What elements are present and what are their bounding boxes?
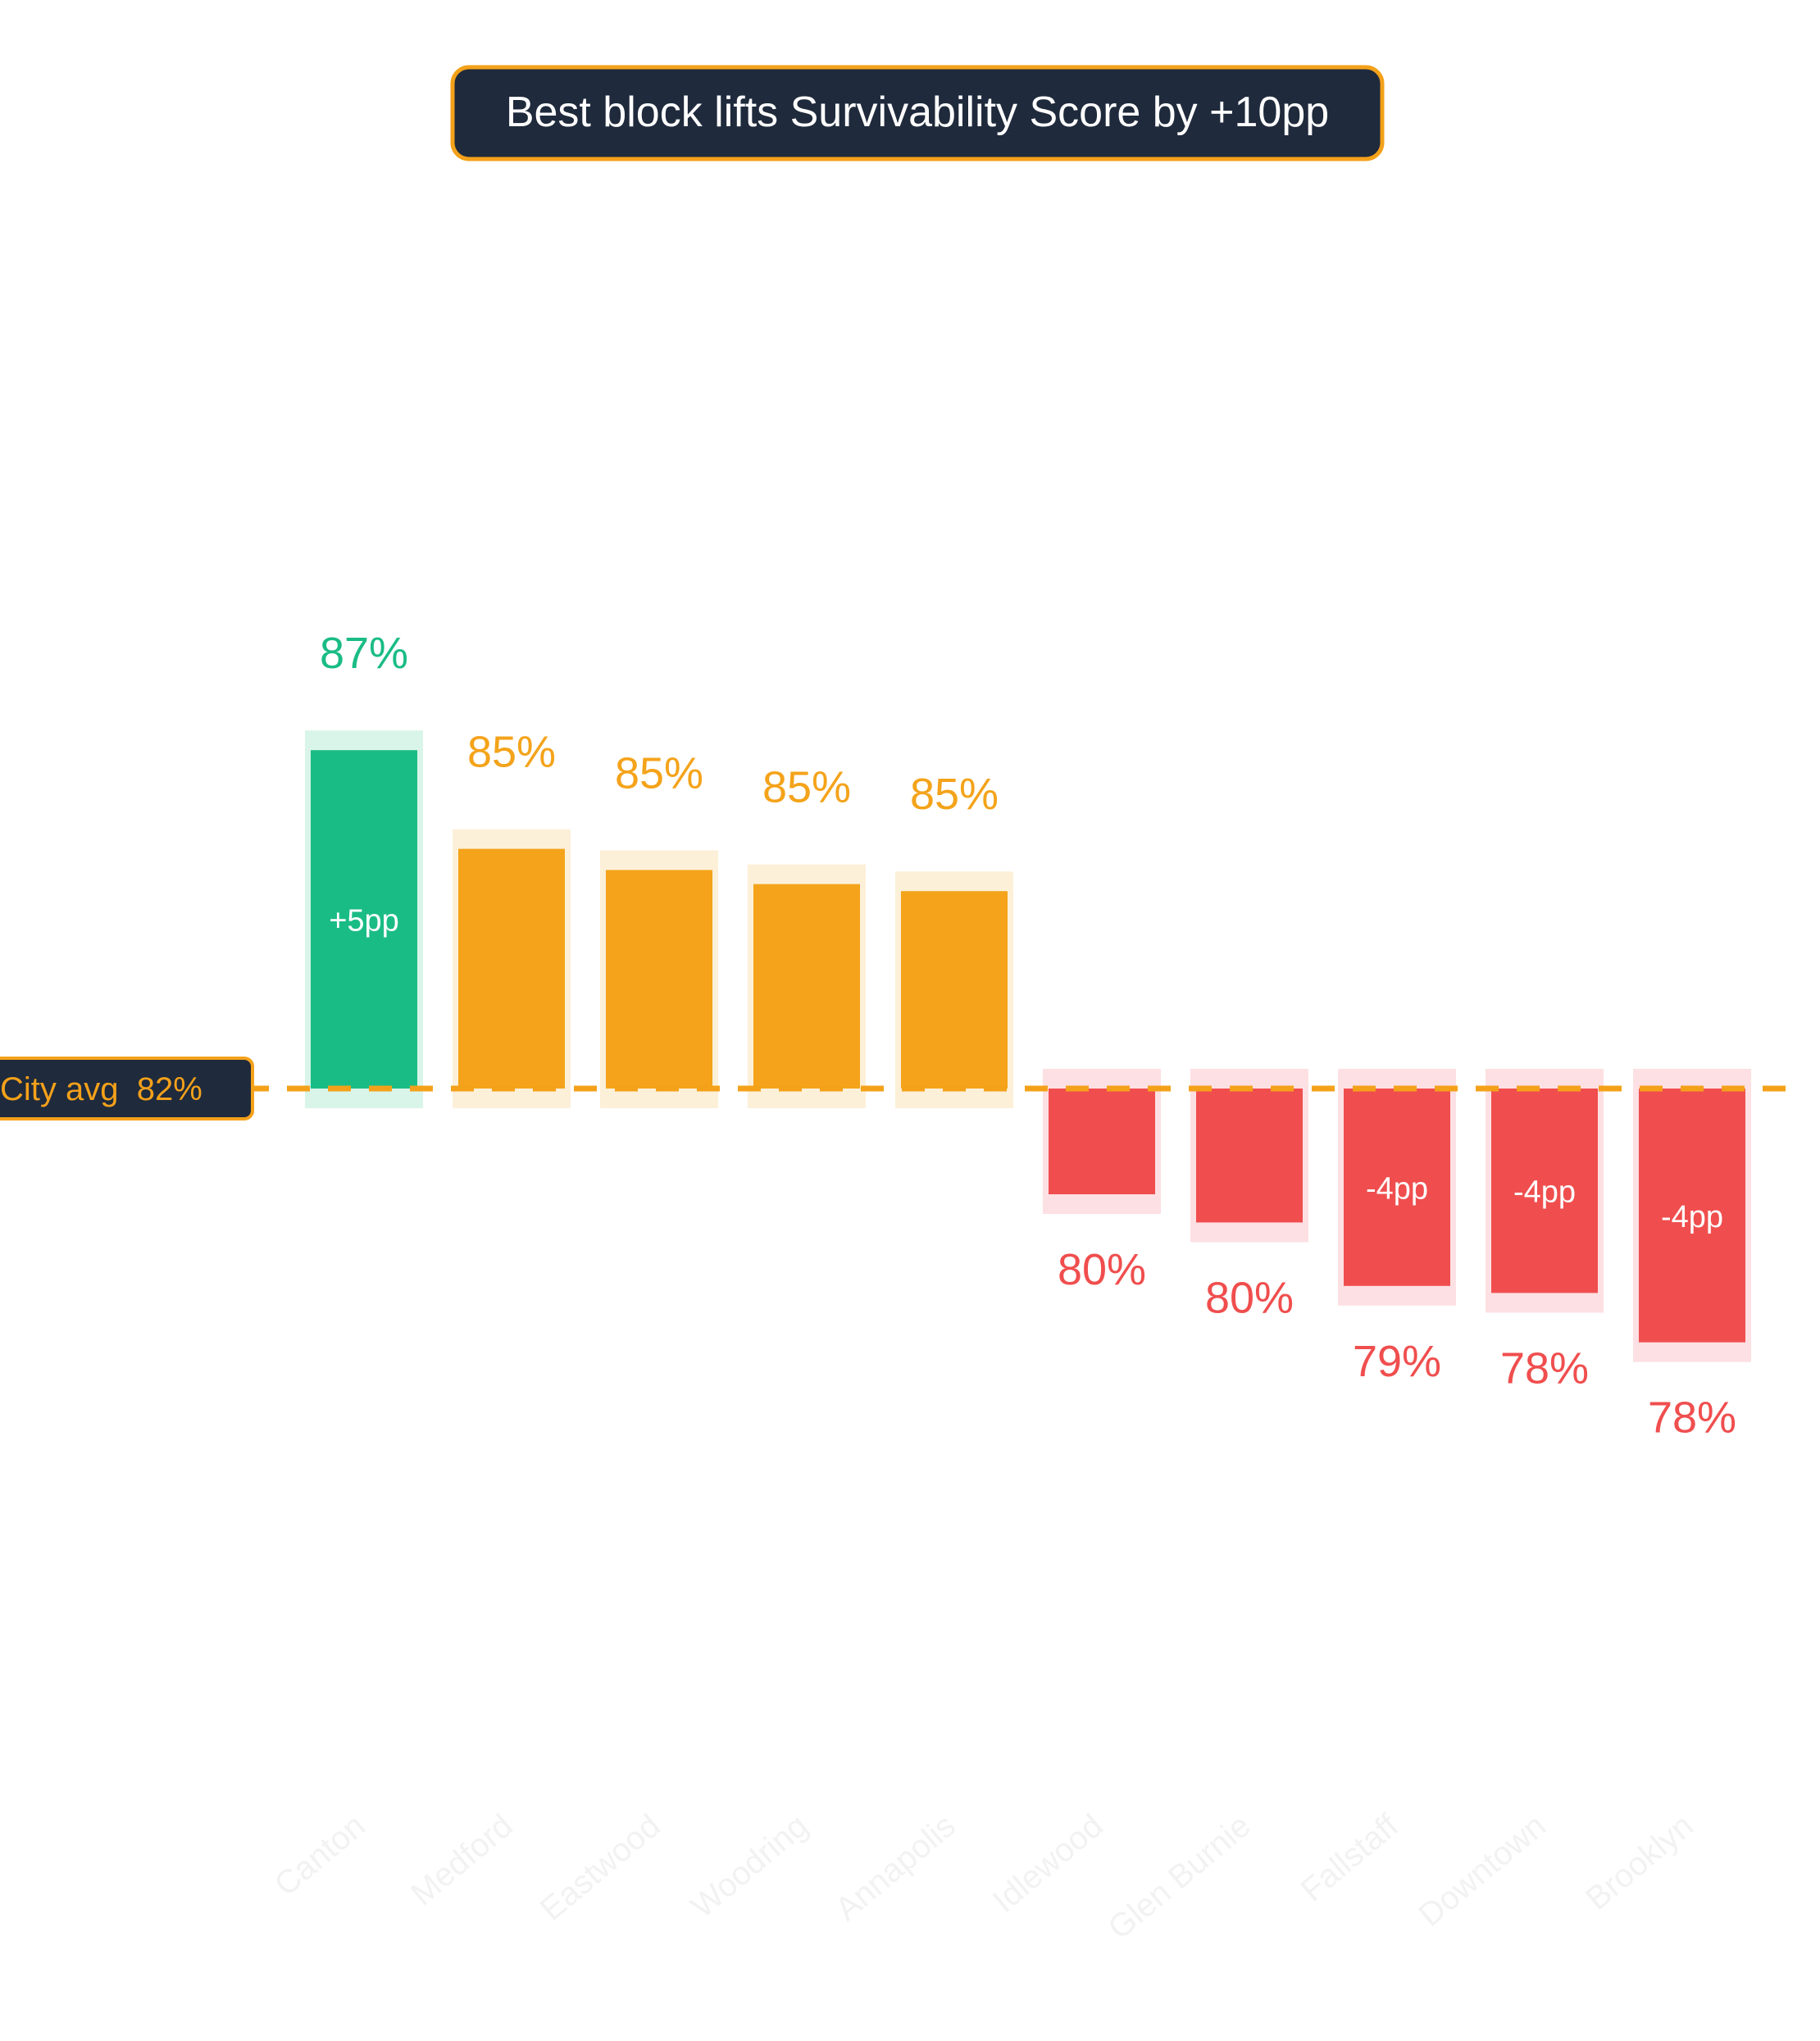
value-label: 79% [1353, 1337, 1441, 1386]
value-label: 87% [320, 629, 408, 678]
title-box [450, 65, 1385, 161]
bar [458, 848, 565, 1089]
reference-line: City avg 82% [0, 1057, 1787, 1121]
city-average-label-box [0, 1057, 254, 1121]
bar [311, 750, 417, 1089]
bar [1344, 1089, 1450, 1286]
category-tick-label: Medford [404, 1807, 520, 1912]
category-tick-label: Annapolis [829, 1807, 962, 1928]
bar [753, 884, 860, 1089]
delta-label: -4pp [1661, 1200, 1723, 1234]
chart-title: Best block lifts Survivability Score by … [450, 65, 1385, 161]
category-tick-label: Brooklyn [1579, 1807, 1699, 1917]
category-tick-label: Fallstaff [1294, 1807, 1406, 1909]
labels-group: 87% +5pp 85% 85% 85% 85% 80% 80% 79% -4pp 78% -4pp 7… [320, 629, 1736, 1442]
value-label: 85% [762, 763, 851, 812]
category-tick-label: Downtown [1412, 1807, 1552, 1934]
bar [606, 870, 712, 1089]
category-tick-label: Woodring [685, 1807, 815, 1925]
value-label: 85% [615, 748, 703, 798]
x-axis-tick-labels: Canton Medford Eastwood Woodring Annapolis Id… [268, 1807, 1700, 1947]
delta-label: -4pp [1513, 1175, 1576, 1210]
title-text: Best block lifts Survivability Score by … [506, 89, 1329, 136]
delta-label: -4pp [1366, 1171, 1428, 1206]
value-label: 85% [910, 770, 999, 819]
category-tick-label: Canton [268, 1807, 372, 1903]
value-label: 78% [1500, 1343, 1589, 1393]
bars-group [305, 730, 1751, 1362]
category-tick-label: Idlewood [986, 1807, 1110, 1920]
category-tick-label: Eastwood [534, 1807, 667, 1928]
value-label: 85% [467, 728, 556, 777]
value-label: 80% [1058, 1245, 1146, 1294]
bar [1639, 1089, 1745, 1343]
bar [1196, 1089, 1303, 1223]
delta-label: +5pp [329, 904, 399, 939]
value-label: 80% [1205, 1273, 1294, 1322]
bar [1491, 1089, 1598, 1293]
bar [1049, 1089, 1155, 1194]
bar [901, 891, 1008, 1089]
value-label: 78% [1648, 1393, 1736, 1443]
city-average-label: City avg 82% [0, 1071, 202, 1107]
category-tick-label: Glen Burnie [1102, 1807, 1258, 1946]
